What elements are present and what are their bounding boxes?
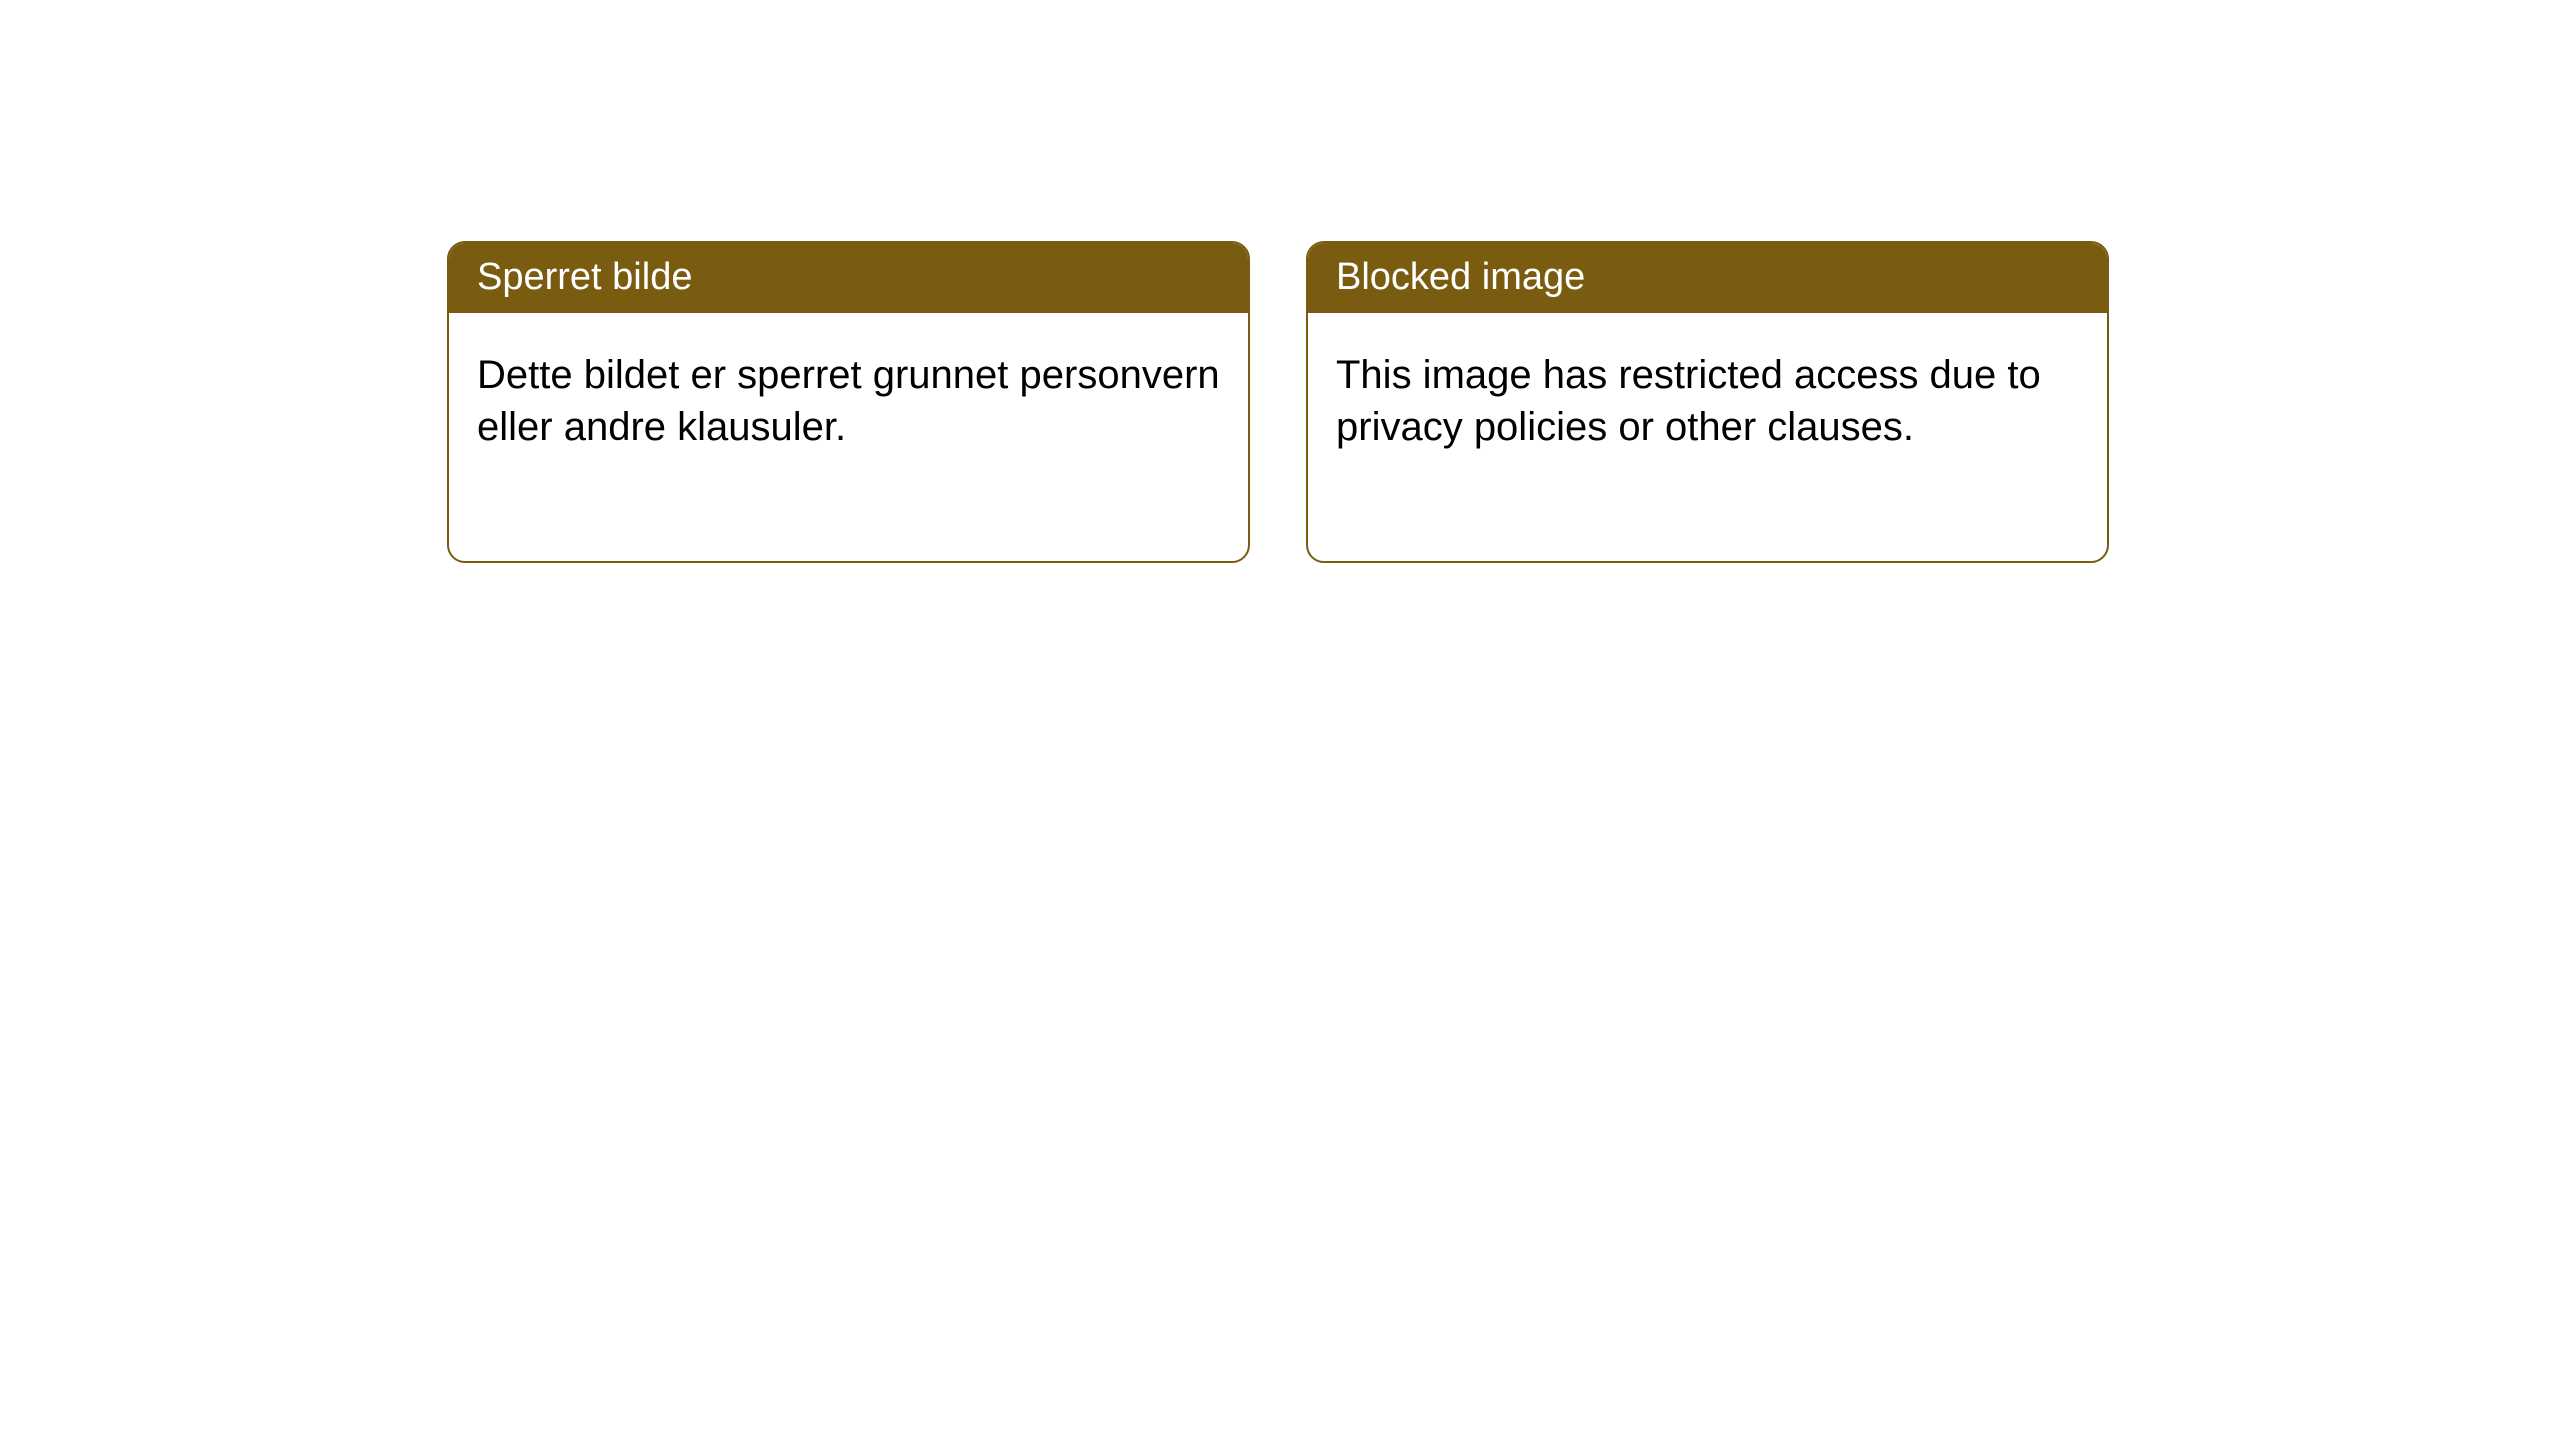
notice-body: This image has restricted access due to …: [1308, 313, 2107, 561]
notice-card-english: Blocked image This image has restricted …: [1306, 241, 2109, 563]
notice-card-norwegian: Sperret bilde Dette bildet er sperret gr…: [447, 241, 1250, 563]
notice-container: Sperret bilde Dette bildet er sperret gr…: [0, 0, 2560, 563]
notice-header: Blocked image: [1308, 243, 2107, 313]
notice-body: Dette bildet er sperret grunnet personve…: [449, 313, 1248, 561]
notice-header: Sperret bilde: [449, 243, 1248, 313]
